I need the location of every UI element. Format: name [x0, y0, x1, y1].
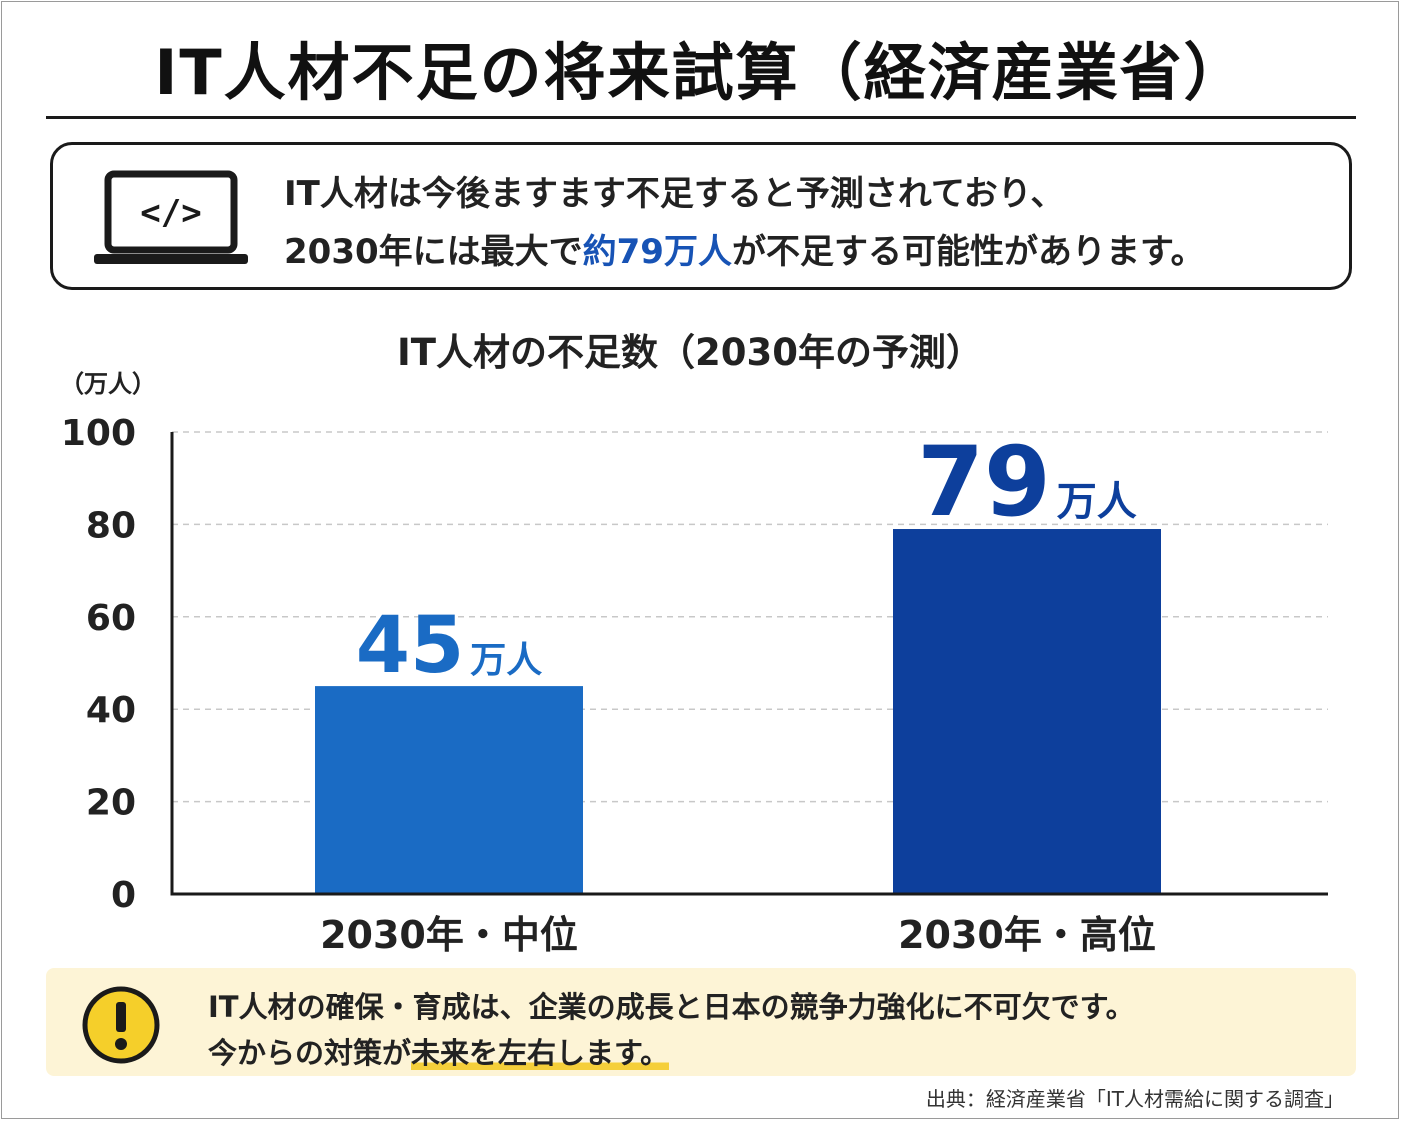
note-text-line2-start: 今からの対策が [208, 1036, 412, 1070]
source-citation: 出典：経済産業省「IT人材需給に関する調査」 [925, 1087, 1344, 1111]
bar-value-label-2: 79 万人 [917, 426, 1137, 538]
y-tick-label-20: 20 [86, 783, 136, 824]
y-axis-unit-label: （万人） [60, 370, 156, 398]
note-text-line2: 今からの対策が未来を左右します。 [208, 1030, 670, 1072]
page-title: IT人材不足の将来試算（経済産業省） [154, 36, 1248, 109]
x-tick-label-2: 2030年・高位 [898, 913, 1156, 957]
bar-value-label-1: 45 万人 [356, 601, 543, 691]
info-text-line2-end: が不足する可能性があります。 [731, 232, 1205, 272]
info-text-line2: 2030年には最大で約79万人が不足する可能性があります。 [284, 224, 1205, 273]
bar-1 [315, 686, 583, 894]
chart-title: IT人材の不足数（2030年の予測） [397, 331, 983, 374]
y-tick-label-60: 60 [86, 598, 136, 639]
y-tick-label-0: 0 [111, 875, 136, 916]
info-text-highlight: 約79万人 [582, 232, 732, 272]
note-text-highlight: 未来を左右します。 [411, 1036, 670, 1070]
svg-text:</>: </> [140, 193, 201, 233]
y-tick-label-40: 40 [86, 690, 136, 731]
x-tick-label-1: 2030年・中位 [320, 913, 578, 957]
bar-2 [893, 529, 1161, 894]
y-tick-label-80: 80 [86, 505, 136, 546]
note-box [46, 968, 1356, 1076]
note-text-line1: IT人材の確保・育成は、企業の成長と日本の競争力強化に不可欠です。 [208, 990, 1135, 1024]
bar-chart: （万人） 0 20 40 60 80 100 45 万人 2030年・中位 79 万人 2030年・高位 [60, 370, 1328, 957]
laptop-code-icon: </> [94, 170, 248, 264]
info-text-line2-start: 2030年には最大で [284, 232, 583, 272]
info-box [50, 142, 1352, 290]
title-divider [46, 116, 1356, 119]
exclamation-icon [82, 986, 160, 1064]
info-text-line1: IT人材は今後ますます不足すると予測されており、 [284, 174, 1065, 214]
y-tick-label-100: 100 [61, 413, 136, 454]
